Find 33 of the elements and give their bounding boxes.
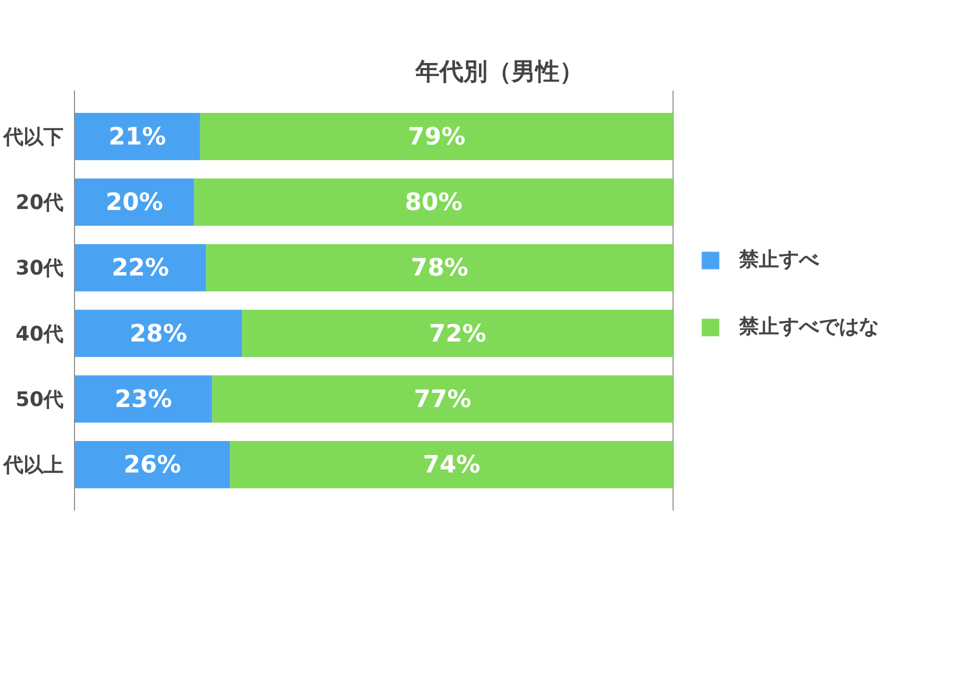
bar xyxy=(230,440,674,488)
bar xyxy=(200,112,674,160)
bar xyxy=(74,178,194,226)
bar xyxy=(74,440,230,488)
y-tick-label: 代以上 xyxy=(2,452,64,477)
data-label: 80% xyxy=(404,188,462,216)
bar xyxy=(206,244,674,292)
data-label: 20% xyxy=(106,188,164,216)
data-label: 22% xyxy=(112,254,170,282)
y-tick-label: 20代 xyxy=(16,190,64,214)
bar xyxy=(194,178,674,226)
bar xyxy=(74,112,200,160)
y-tick-label: 40代 xyxy=(16,321,64,346)
data-label: 28% xyxy=(130,319,188,348)
data-label: 26% xyxy=(124,450,182,479)
data-label: 78% xyxy=(410,254,468,282)
y-tick-label: 代以下 xyxy=(2,124,64,148)
data-label: 74% xyxy=(422,450,480,479)
data-label: 72% xyxy=(428,319,486,348)
data-label: 23% xyxy=(114,384,172,413)
bar xyxy=(74,375,212,423)
y-tick-label: 50代 xyxy=(16,386,64,411)
legend-label: 禁止すべ xyxy=(739,246,819,273)
bar xyxy=(74,310,242,357)
bar xyxy=(74,244,206,292)
y-tick-label: 30代 xyxy=(16,256,64,280)
data-label: 21% xyxy=(108,122,166,150)
chart-title: 年代別（男性） xyxy=(414,58,584,86)
legend-label: 禁止すべではな xyxy=(739,313,879,340)
bar xyxy=(212,375,674,423)
data-label: 77% xyxy=(414,384,472,413)
data-label: 79% xyxy=(408,122,466,150)
bar xyxy=(242,310,674,357)
